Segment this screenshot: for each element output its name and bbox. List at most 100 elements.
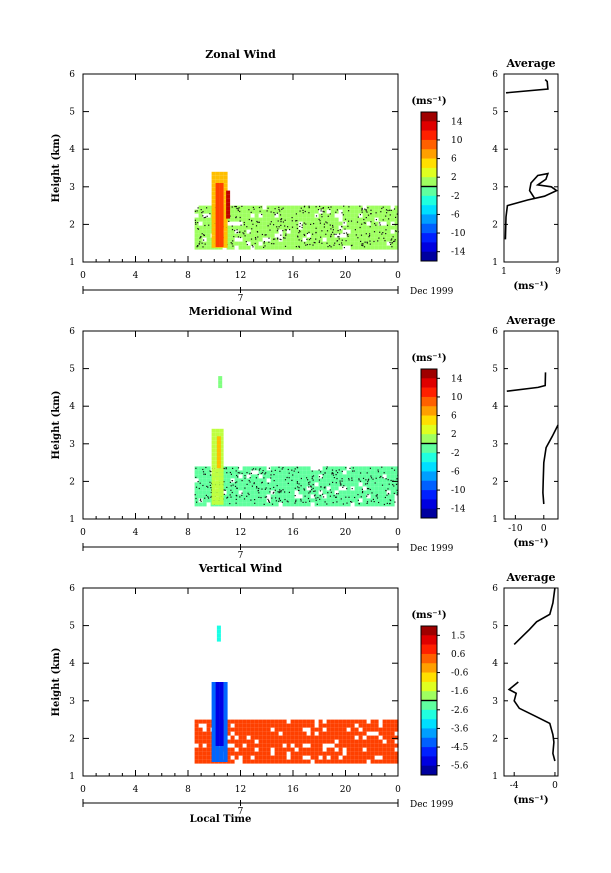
y-tick-label: 5 (69, 622, 75, 632)
heatmap-cell (278, 474, 283, 479)
speckle (201, 233, 203, 235)
heatmap-cell (270, 241, 275, 246)
heatmap-cell (326, 735, 331, 740)
speckle (333, 244, 335, 246)
heatmap-cell (342, 719, 347, 724)
heatmap-cell (215, 754, 220, 758)
heatmap-cell (374, 478, 379, 483)
heatmap-cell (211, 484, 216, 489)
heatmap-cell (322, 205, 327, 210)
heatmap-cell (294, 482, 299, 487)
heatmap-cell (342, 466, 347, 471)
heatmap-cell (306, 739, 311, 744)
heatmap-cell (286, 759, 291, 764)
speckle (234, 485, 237, 487)
heatmap-cell (215, 432, 220, 437)
heatmap-cell (346, 474, 351, 479)
average-y-tick-label: 4 (492, 659, 498, 669)
heatmap-cell (206, 466, 211, 471)
heatmap-cell (206, 233, 211, 238)
heatmap-cell (326, 233, 331, 238)
heatmap-cell (206, 739, 211, 744)
heatmap-cell (290, 755, 295, 760)
heatmap-cell (262, 217, 267, 222)
heatmap-cell (250, 466, 255, 471)
heatmap-cell (226, 498, 231, 503)
colorbar-swatch (421, 167, 437, 178)
heatmap-cell (386, 719, 391, 724)
heatmap-cell (330, 233, 335, 238)
heatmap-cell (242, 466, 247, 471)
speckle (269, 491, 271, 493)
heatmap-cell (226, 478, 231, 483)
heatmap-cell (330, 237, 335, 242)
heatmap-cell (374, 498, 379, 503)
speckle (359, 205, 361, 207)
heatmap-cell (370, 486, 375, 491)
heatmap-cell (286, 466, 291, 471)
heatmap-cell (226, 751, 231, 756)
heatmap-cell (258, 727, 263, 732)
heatmap-cell (330, 229, 335, 234)
heatmap-cell (366, 225, 371, 230)
average-y-tick-label: 1 (492, 258, 498, 268)
speckle (284, 491, 286, 493)
heatmap-cell (223, 718, 228, 722)
heatmap-cell (254, 205, 259, 210)
heatmap-cell (318, 486, 323, 491)
heatmap-cell (266, 490, 271, 495)
heatmap-cell (206, 735, 211, 740)
heatmap-cell (386, 209, 391, 214)
date-axis-month: Dec 1999 (410, 800, 454, 810)
heatmap-cell (334, 719, 339, 724)
speckle (385, 209, 388, 211)
heatmap-cell (202, 209, 207, 214)
colorbar-tick-label: -0.6 (451, 669, 469, 679)
average-y-tick-label: 5 (492, 108, 498, 118)
heatmap-cell (298, 474, 303, 479)
heatmap-region (218, 376, 223, 389)
heatmap-cell (310, 237, 315, 242)
speckle (202, 484, 204, 487)
heatmap-cell (258, 245, 263, 250)
colorbar-swatch (421, 195, 437, 206)
heatmap-cell (342, 735, 347, 740)
heatmap-cell (350, 205, 355, 210)
heatmap-cell (382, 478, 387, 483)
speckle (271, 470, 273, 472)
heatmap-cell (230, 727, 235, 732)
speckle (232, 467, 234, 469)
heatmap-cell (366, 755, 371, 760)
speckle (300, 498, 302, 500)
heatmap-cell (215, 203, 220, 207)
speckle (279, 499, 281, 502)
heatmap-cell (322, 502, 327, 507)
speckle (243, 221, 245, 224)
heatmap-cell (202, 759, 207, 764)
heatmap-cell (219, 742, 224, 746)
speckle (341, 242, 343, 244)
heatmap-cell (346, 747, 351, 752)
speckle (332, 502, 334, 504)
heatmap-cell (215, 227, 220, 231)
speckle (363, 222, 365, 224)
heatmap-cell (270, 743, 275, 748)
speckle (210, 491, 212, 494)
heatmap-cell (215, 694, 220, 698)
heatmap-cell (346, 731, 351, 736)
heatmap-cell (290, 719, 295, 724)
heatmap-cell (266, 727, 271, 732)
heatmap-cell (338, 747, 343, 752)
speckle (357, 237, 359, 239)
speckle (393, 485, 395, 487)
speckle (270, 474, 272, 476)
heatmap-cell (326, 498, 331, 503)
speckle (369, 488, 371, 491)
heatmap-cell (194, 739, 199, 744)
heatmap-cell (258, 743, 263, 748)
heatmap-cell (226, 198, 231, 203)
speckle (360, 240, 362, 242)
heatmap-cell (215, 428, 220, 433)
speckle (278, 208, 280, 211)
heatmap-cell (206, 723, 211, 728)
